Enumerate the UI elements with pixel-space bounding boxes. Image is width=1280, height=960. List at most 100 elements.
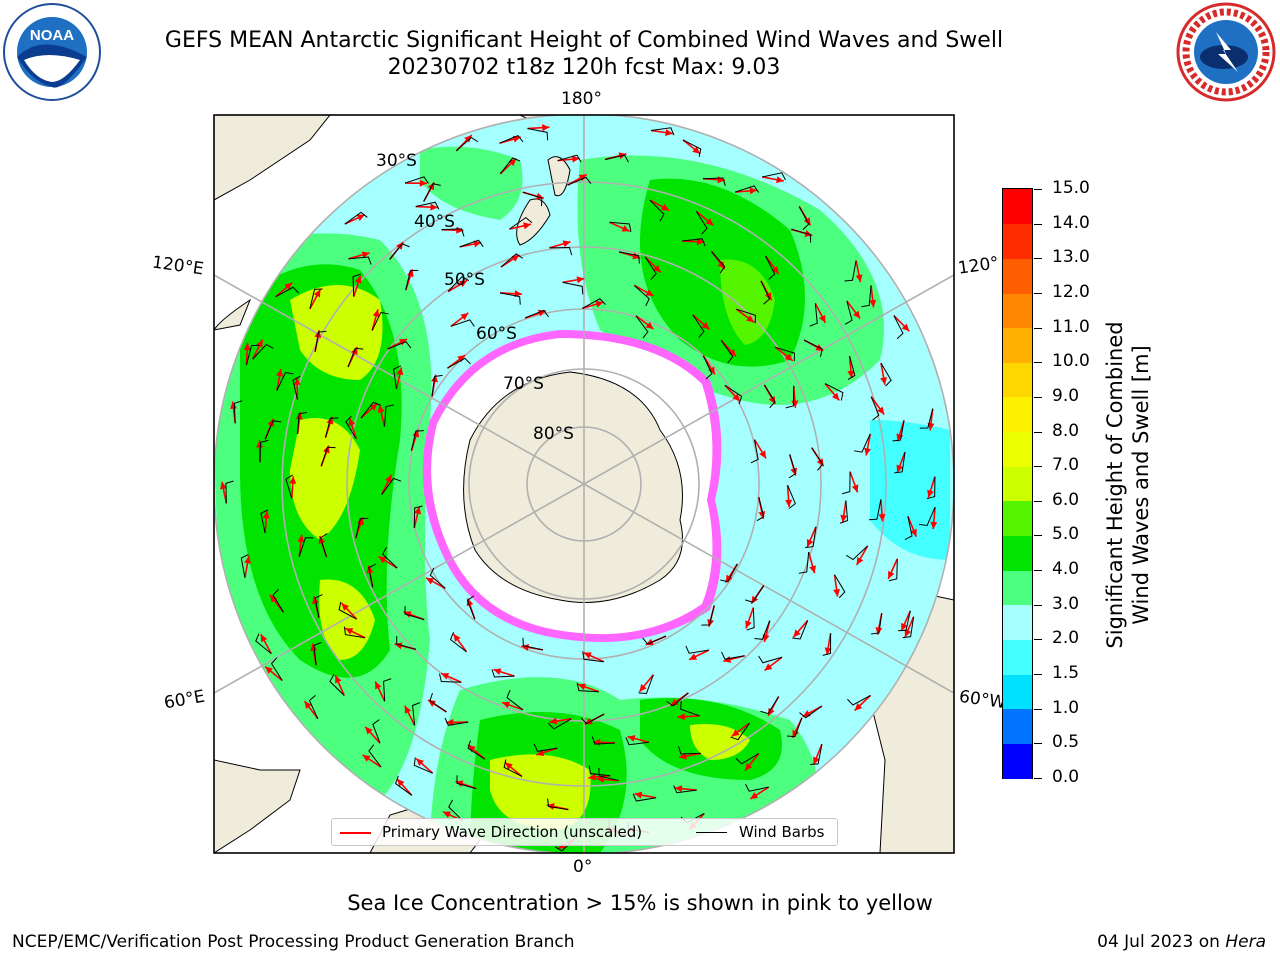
wind-barb: [347, 347, 364, 368]
wind-barb: [404, 606, 425, 621]
wind-barb: [382, 546, 398, 569]
footer-date-text: 04 Jul 2023: [1097, 932, 1194, 952]
wind-barb: [348, 256, 372, 265]
wind-barb: [456, 136, 479, 152]
wave-arrow-head: [412, 429, 420, 438]
wave-arrow-head: [645, 321, 654, 329]
wind-barb: [448, 799, 464, 822]
wind-barb: [638, 674, 654, 695]
colorbar-segment: [1003, 292, 1032, 329]
colorbar-tick: [1034, 396, 1042, 398]
wind-barb: [509, 217, 533, 230]
wave-arrow-head: [627, 735, 636, 742]
wind-barb: [765, 255, 776, 280]
wave-arrow-head: [816, 458, 824, 467]
wind-barb: [252, 343, 274, 360]
wind-barb: [314, 330, 327, 352]
wave-arrow-head: [397, 778, 405, 787]
wave-arrow-head: [514, 290, 522, 298]
wind-barb: [285, 474, 293, 499]
wind-barb: [926, 476, 936, 500]
colorbar-tick-label: 3.0: [1052, 593, 1080, 614]
wave-arrow-head: [369, 403, 378, 411]
colorbar-tick: [1034, 327, 1042, 329]
wind-barb: [682, 139, 702, 157]
wave-arrow-head: [793, 629, 801, 638]
lon-label-180: 180°: [561, 89, 602, 109]
colorbar-tick: [1034, 189, 1042, 190]
wind-barb: [456, 775, 477, 790]
wave-arrow-head: [460, 312, 469, 321]
wave-arrow-head: [677, 713, 685, 721]
wind-barb: [394, 775, 413, 796]
wave-arrow-head: [901, 622, 908, 631]
map-subtitle: 20230702 t18z 120h fcst Max: 9.03: [387, 55, 781, 80]
wave-arrow-head: [813, 756, 820, 765]
wind-barb: [576, 682, 599, 693]
wave-arrow-head: [365, 726, 373, 735]
wave-arrow-head: [665, 129, 673, 137]
colorbar-tick-label: 15.0: [1052, 178, 1090, 198]
nws-logo: [1176, 2, 1276, 102]
wind-barb: [264, 420, 282, 440]
wind-barb: [459, 239, 484, 248]
wind-barb: [372, 719, 381, 744]
wind-barb: [412, 702, 421, 726]
wave-arrow-head: [645, 289, 654, 296]
colorbar-tick-label: 12.0: [1052, 281, 1090, 302]
colorbar-segment: [1003, 674, 1032, 710]
wind-barb: [785, 385, 795, 409]
wave-arrow-head: [864, 447, 871, 456]
colorbar-tick: [1034, 639, 1042, 641]
wind-barb: [276, 371, 294, 391]
wave-arrow-head: [869, 299, 877, 308]
colorbar-segment: [1003, 258, 1032, 294]
wind-barb: [861, 285, 872, 308]
wind-barb: [549, 246, 573, 256]
wind-barb: [775, 346, 796, 362]
wind-barb: [344, 211, 368, 225]
colorbar-tick: [1034, 258, 1042, 260]
wind-barb: [522, 191, 543, 207]
wave-arrow-head: [406, 269, 414, 278]
wave-arrow-head: [442, 811, 451, 818]
colorbar-tick-label: 7.0: [1052, 455, 1080, 476]
wave-arrow-head: [679, 752, 687, 760]
wind-barb: [324, 417, 339, 438]
wind-barb: [680, 701, 700, 717]
wind-barb: [904, 516, 913, 541]
colorbar-tick: [1034, 570, 1042, 572]
colorbar-segment: [1003, 396, 1032, 433]
lat-label-30s: 30°S: [376, 151, 417, 171]
wind-barb: [410, 430, 424, 451]
colorbar-segment: [1003, 535, 1032, 571]
wind-barb: [393, 365, 402, 389]
wind-barb: [314, 594, 323, 618]
wave-arrow-head: [701, 322, 710, 330]
colorbar-segment: [1003, 327, 1032, 363]
wave-arrow-head: [289, 476, 297, 484]
wave-arrow-head: [852, 310, 861, 319]
wave-arrow-head: [256, 339, 263, 348]
map-title: GEFS MEAN Antarctic Significant Height o…: [164, 28, 1004, 53]
colorbar-tick: [1034, 535, 1042, 537]
colorbar-tick-label: 6.0: [1052, 489, 1080, 510]
wind-barb: [413, 757, 433, 774]
map-legend: Primary Wave Direction (unscaled) Wind B…: [331, 818, 838, 846]
wave-arrow-head: [833, 588, 841, 597]
wave-arrow-head: [313, 289, 321, 298]
wave-arrow-head: [696, 238, 705, 246]
wind-barb: [745, 585, 765, 603]
wind-barb: [635, 315, 649, 339]
colorbar-tick: [1034, 292, 1042, 294]
wave-arrow-head: [831, 392, 840, 401]
wind-barb: [642, 635, 667, 645]
wind-barb: [685, 645, 709, 654]
wave-arrow-head: [578, 683, 587, 691]
wave-arrow-head: [493, 668, 502, 675]
wind-barb: [650, 127, 675, 136]
wind-barb: [736, 308, 756, 324]
colorbar-tick-label: 1.5: [1052, 663, 1080, 684]
wave-arrow-head: [856, 556, 864, 565]
wind-barb: [522, 637, 544, 651]
